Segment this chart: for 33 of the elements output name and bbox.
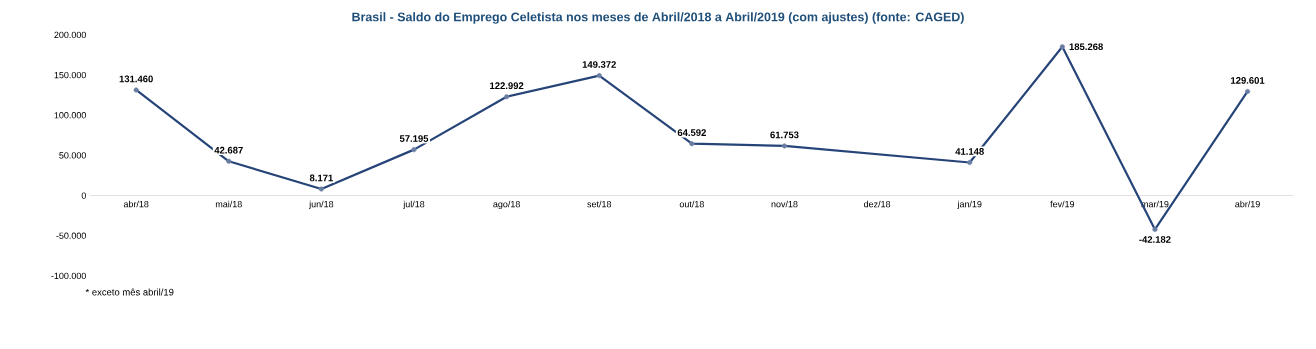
text: * exceto mês abril/19: [85, 288, 174, 296]
data-label: 122.992: [490, 82, 524, 90]
data-label: 42.687: [214, 146, 243, 154]
data-label: 64.592: [677, 129, 706, 136]
y-tick-label: -50.000: [56, 232, 86, 239]
data-label: 61.753: [770, 131, 799, 139]
data-label: 57.195: [399, 135, 429, 142]
x-tick-label: set/18: [587, 200, 612, 208]
data-label: 41.148: [955, 148, 984, 155]
x-tick-label: nov/18: [771, 200, 798, 208]
x-tick-label: fev/19: [1050, 200, 1075, 208]
data-label: 185.268: [1069, 43, 1103, 51]
y-tick-label: -100.000: [51, 272, 86, 280]
data-label: 129.601: [1231, 77, 1265, 84]
y-tick-label: 50.000: [59, 152, 86, 159]
y-tick-label: 0: [81, 192, 86, 199]
data-label: 149.372: [582, 61, 616, 68]
chart-title: Brasil - Saldo do Emprego Celetista nos meses de Abril/2018 a Abril/2019 (com ajustes) (fonte: CAGED): [352, 12, 964, 24]
x-tick-label: abr/19: [1235, 200, 1260, 208]
y-tick-label: 100.000: [54, 112, 86, 119]
x-tick-label: mai/18: [215, 200, 242, 208]
x-tick-label: dez/18: [864, 200, 891, 208]
data-label: 8.171: [309, 174, 333, 182]
data-label: 131.460: [119, 75, 153, 83]
y-tick-label: 200.000: [54, 31, 86, 39]
x-tick-label: jul/18: [403, 200, 425, 210]
x-tick-label: out/18: [679, 200, 704, 208]
x-tick-label: ago/18: [493, 200, 520, 210]
x-tick-label: jan/19: [957, 200, 982, 210]
x-tick-label: abr/18: [123, 200, 149, 208]
data-label: -42.182: [1139, 236, 1171, 243]
y-tick-label: 150.000: [54, 71, 86, 79]
x-tick-label: jun/18: [308, 200, 334, 210]
